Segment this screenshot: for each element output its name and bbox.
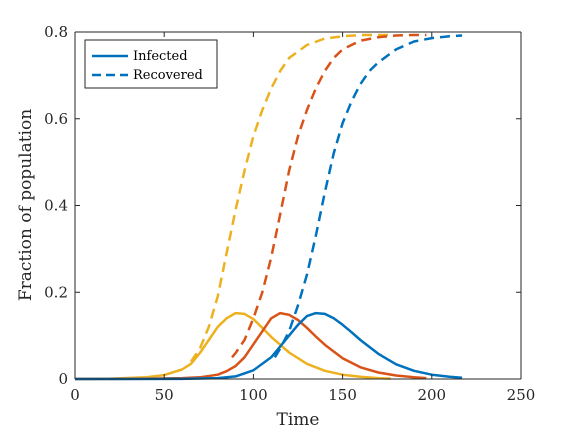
y-axis-label: Fraction of population [16, 109, 36, 301]
y-tick-label: 0.2 [44, 283, 68, 301]
legend: Infected Recovered [84, 39, 218, 89]
series-infected-4 [74, 311, 463, 381]
x-axis-label: Time [277, 410, 320, 430]
series-recovered-1 [189, 33, 391, 363]
y-tick-label: 0.4 [44, 197, 68, 215]
series-layer [74, 33, 463, 381]
x-tick-label: 50 [155, 386, 174, 404]
legend-box [84, 39, 218, 89]
y-tick-label: 0.8 [44, 23, 68, 41]
x-tick-label: 200 [417, 386, 446, 404]
series-infected-2 [74, 311, 427, 381]
x-tick-label: 0 [70, 386, 80, 404]
legend-recovered-label: Recovered [133, 68, 203, 83]
series-recovered-3 [231, 33, 427, 359]
x-tick-label: 250 [507, 386, 536, 404]
series-infected-0 [74, 311, 391, 381]
ticks-layer: 0 50 100 150 200 250 0 0.2 0.4 0.6 0.8 [44, 23, 535, 404]
y-tick-label: 0 [58, 370, 68, 388]
x-tick-label: 100 [239, 386, 268, 404]
legend-infected-label: Infected [133, 49, 188, 64]
series-recovered-5 [273, 34, 463, 358]
x-tick-label: 150 [328, 386, 357, 404]
y-tick-label: 0.6 [44, 110, 68, 128]
